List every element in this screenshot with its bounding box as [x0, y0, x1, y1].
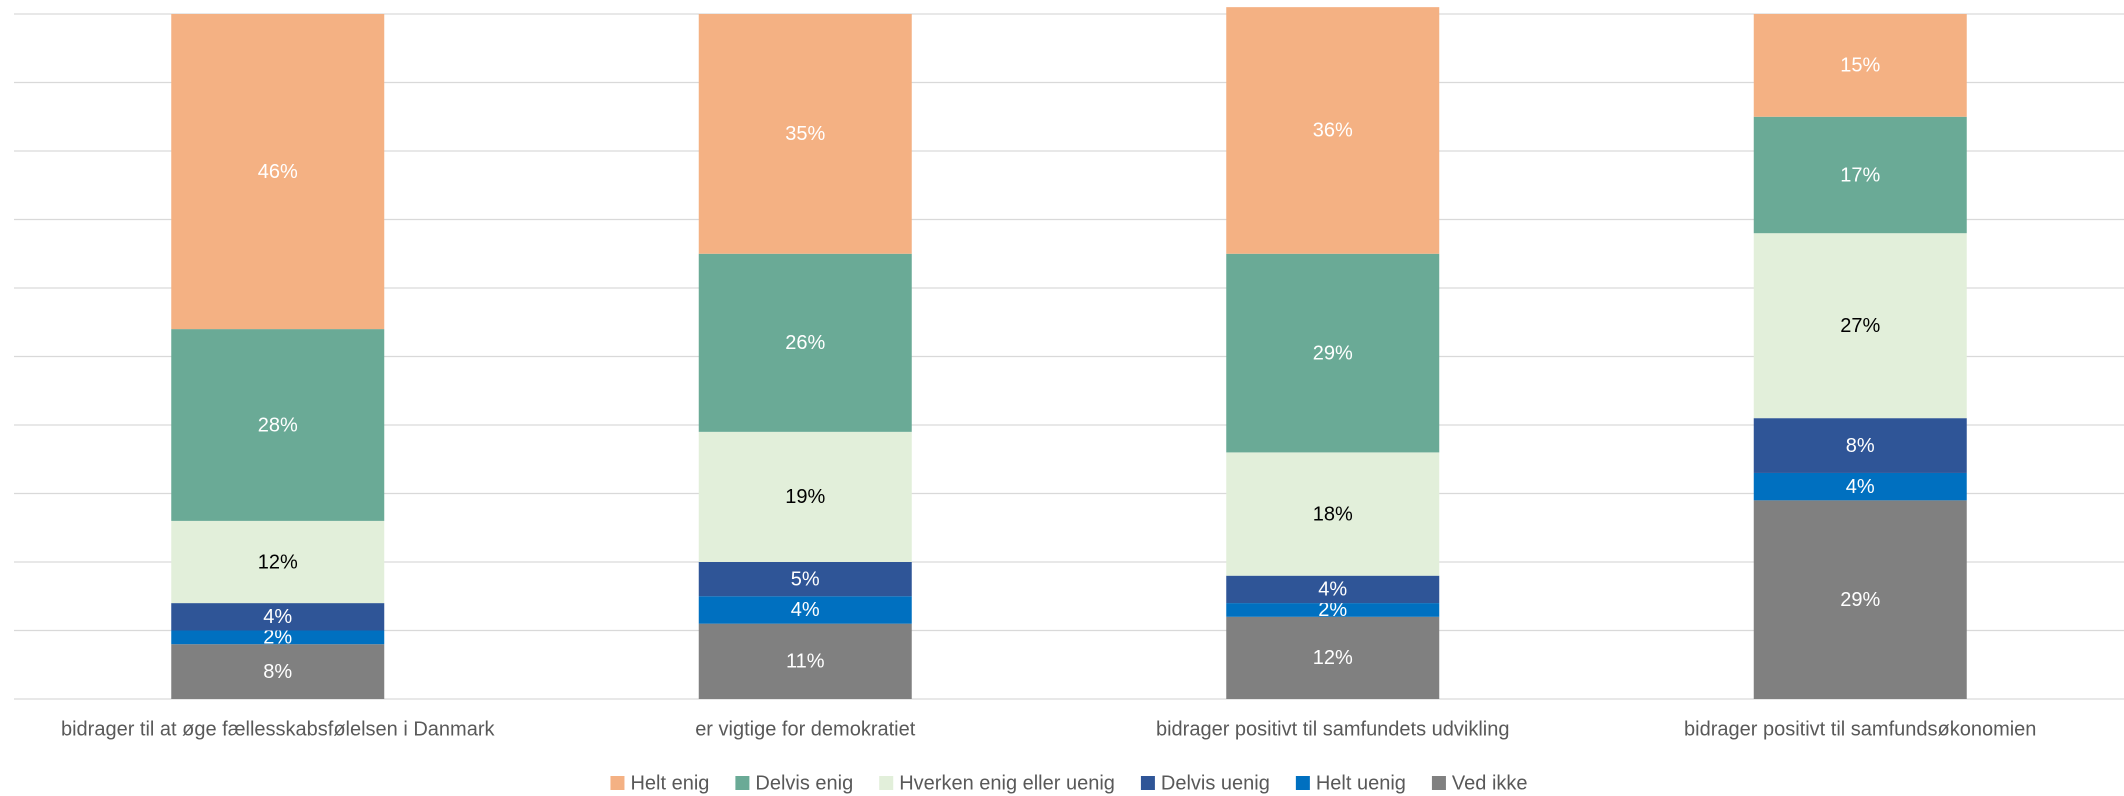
- data-label: 28%: [258, 414, 298, 436]
- x-tick-label: bidrager positivt til samfundsøkonomien: [1684, 718, 2036, 740]
- bar-segment: [171, 520, 385, 604]
- legend-swatch: [1140, 776, 1155, 790]
- data-label: 8%: [263, 661, 292, 683]
- data-label: 12%: [258, 551, 298, 573]
- data-label: 35%: [785, 123, 825, 145]
- legend-label: Helt uenig: [1316, 772, 1406, 794]
- bar-segment: [1753, 233, 1967, 419]
- bar-segment: [1753, 418, 1967, 473]
- data-label: 18%: [1313, 503, 1353, 525]
- x-tick-label: bidrager til at øge fællesskabsfølelsen …: [61, 718, 496, 740]
- bar-segment: [1226, 7, 1440, 254]
- legend-swatch: [1295, 776, 1310, 790]
- data-label: 46%: [258, 161, 298, 183]
- bar-segment: [698, 562, 912, 597]
- data-label: 4%: [263, 606, 292, 628]
- data-label: 11%: [786, 651, 825, 673]
- bar-segment: [1226, 452, 1440, 576]
- bar-segment: [171, 630, 385, 645]
- data-label: 5%: [791, 568, 820, 590]
- bar-segment: [698, 253, 912, 432]
- data-label: 4%: [1846, 476, 1875, 498]
- legend-label: Delvis uenig: [1161, 772, 1270, 794]
- data-label: 29%: [1313, 342, 1353, 364]
- bar-segment: [171, 329, 385, 521]
- legend-label: Ved ikke: [1452, 772, 1528, 794]
- bar-segment: [1753, 472, 1967, 501]
- data-label: 27%: [1840, 315, 1880, 337]
- bar-segment: [698, 14, 912, 254]
- legend-label: Delvis enig: [755, 772, 853, 794]
- x-tick-label: er vigtige for demokratiet: [695, 718, 916, 740]
- data-label: 36%: [1313, 120, 1353, 142]
- data-label: 26%: [785, 332, 825, 354]
- data-label: 19%: [785, 486, 825, 508]
- bar-segment: [1753, 500, 1967, 699]
- data-label: 8%: [1846, 435, 1875, 457]
- bar-segment: [1753, 14, 1967, 117]
- bar-segment: [698, 596, 912, 624]
- bar-segment: [171, 644, 385, 699]
- legend-label: Helt enig: [630, 772, 709, 794]
- data-label: 4%: [1318, 579, 1347, 601]
- data-label: 4%: [791, 599, 820, 621]
- bar-segment: [1226, 603, 1440, 617]
- data-label: 29%: [1840, 589, 1880, 611]
- x-tick-label: bidrager positivt til samfundets udvikli…: [1156, 718, 1510, 740]
- legend-swatch: [610, 776, 625, 790]
- bar-segment: [1226, 575, 1440, 604]
- bar-segment: [171, 14, 385, 330]
- data-label: 12%: [1313, 647, 1353, 669]
- legend-label: Hverken enig eller uenig: [899, 772, 1115, 794]
- bar-segment: [1226, 253, 1440, 453]
- data-label: 2%: [1318, 599, 1347, 621]
- bar-segment: [698, 623, 912, 699]
- data-label: 15%: [1840, 55, 1880, 77]
- bar-segment: [698, 431, 912, 562]
- bar-segment: [171, 603, 385, 631]
- data-label: 2%: [263, 627, 292, 649]
- bar-segment: [1226, 616, 1440, 699]
- data-label: 17%: [1840, 164, 1880, 186]
- legend-swatch: [735, 776, 750, 790]
- bar-segment: [1753, 116, 1967, 234]
- legend-swatch: [879, 776, 894, 790]
- legend-swatch: [1431, 776, 1446, 790]
